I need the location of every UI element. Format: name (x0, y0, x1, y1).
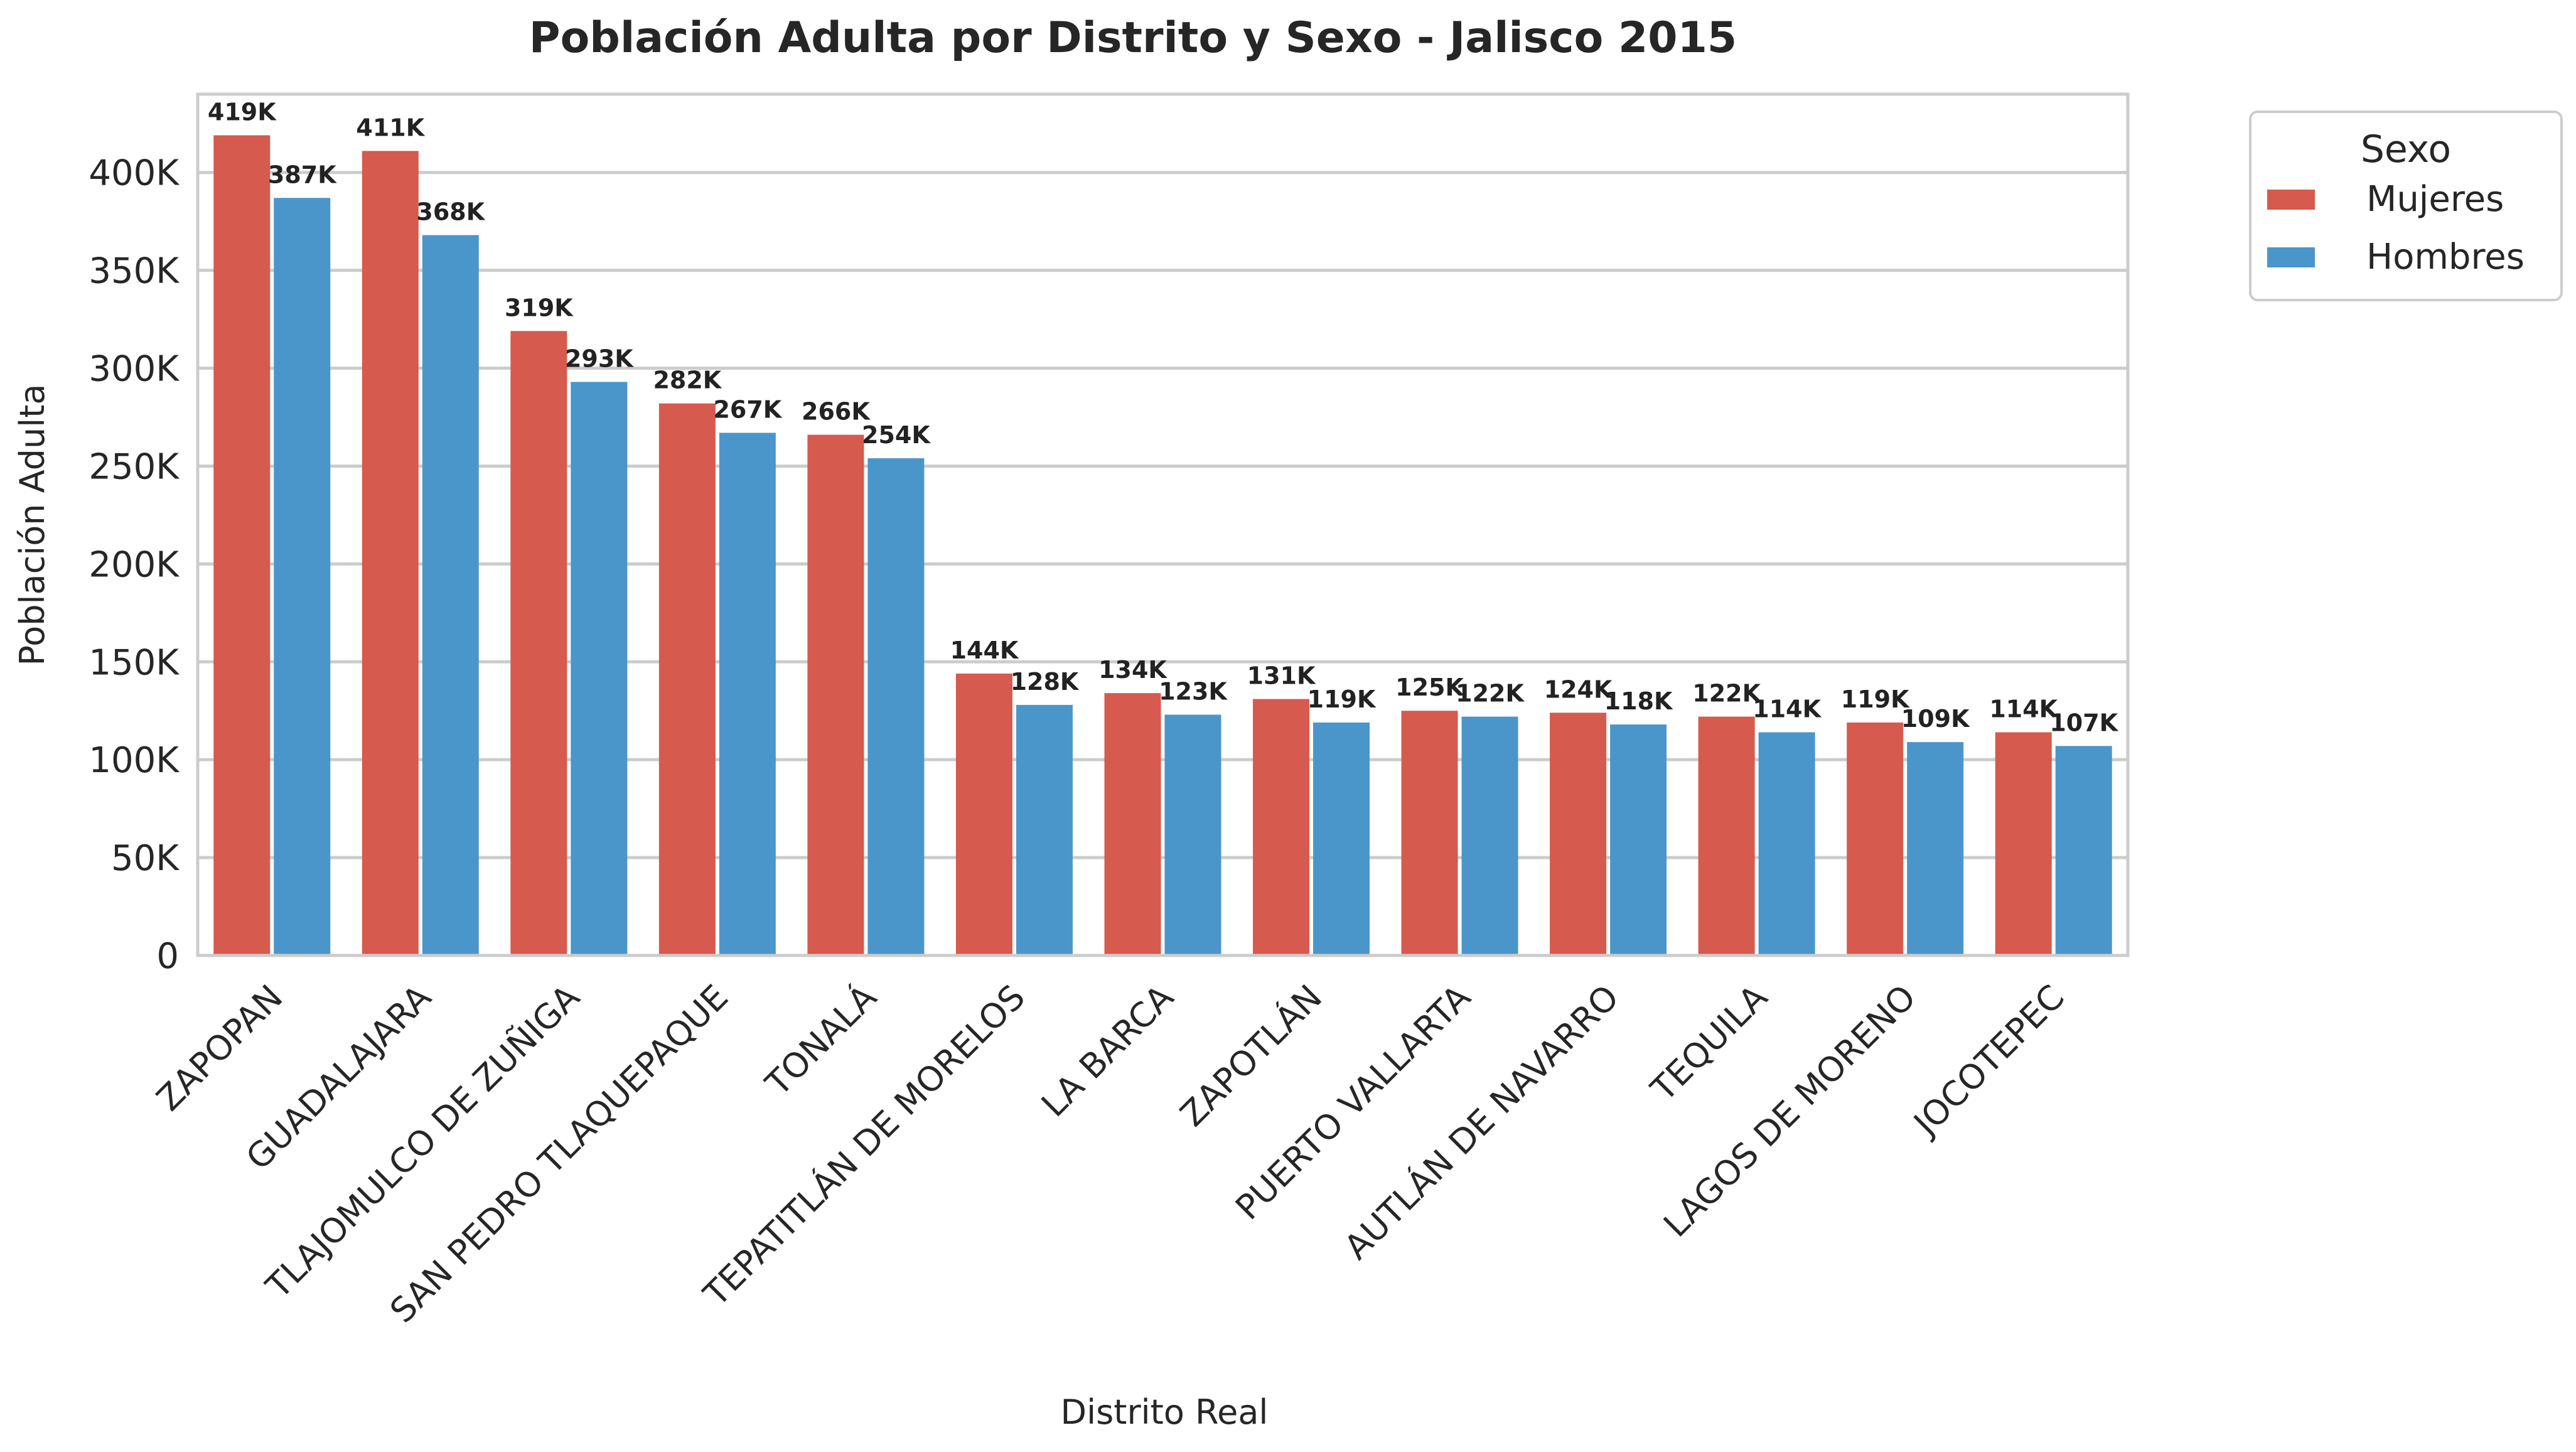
x-tick-label: JOCOTEPEC (1905, 977, 2072, 1144)
legend-items: Mujeres Hombres (2267, 179, 2525, 277)
x-tick-label: LA BARCA (1034, 977, 1181, 1125)
bar-mujeres (1104, 693, 1161, 955)
bar-mujeres (1550, 713, 1607, 955)
bar-mujeres (1698, 716, 1755, 955)
bar-hombres (1907, 742, 1964, 955)
y-tick-label: 100K (89, 740, 180, 781)
data-label-hombres: 254K (862, 421, 931, 449)
legend-swatch-mujeres (2267, 190, 2315, 210)
x-tick-label: AUTLÁN DE NAVARRO (1337, 977, 1627, 1267)
x-axis-label: Distrito Real (1061, 1392, 1269, 1432)
y-tick-label: 250K (89, 446, 180, 487)
bar-hombres (1461, 716, 1518, 955)
grid-lines (198, 171, 2128, 859)
bar-mujeres (658, 403, 716, 955)
bar-hombres (571, 382, 628, 955)
data-label-hombres: 122K (1456, 680, 1525, 707)
data-label-mujeres: 411K (356, 114, 425, 141)
data-label-mujeres: 282K (653, 367, 722, 394)
chart-title: Población Adulta por Distrito y Sexo - J… (529, 13, 1737, 63)
bar-hombres (1016, 704, 1073, 955)
bar-mujeres (510, 331, 567, 955)
x-tick-label: TEQUILA (1643, 977, 1775, 1109)
data-label-hombres: 118K (1604, 687, 1673, 715)
data-label-mujeres: 134K (1098, 656, 1167, 684)
bar-hombres (1610, 724, 1667, 955)
x-tick-label: TLAJOMULCO DE ZUÑIGA (258, 977, 588, 1307)
bar-hombres (1313, 722, 1370, 955)
bar-hombres (2055, 746, 2112, 955)
y-tick-label: 50K (111, 838, 180, 879)
data-label-hombres: 123K (1159, 677, 1228, 705)
data-label-mujeres: 266K (802, 398, 871, 426)
y-tick-label: 200K (89, 544, 180, 585)
data-label-mujeres: 419K (208, 98, 277, 126)
bar-hombres (274, 198, 331, 955)
x-tick-label: ZAPOTLÁN (1173, 977, 1329, 1134)
y-tick-label: 0 (156, 936, 179, 977)
bar-hombres (867, 458, 925, 955)
data-label-hombres: 293K (565, 345, 634, 372)
data-label-mujeres: 122K (1692, 680, 1761, 707)
data-label-mujeres: 119K (1841, 686, 1910, 713)
data-label-hombres: 109K (1901, 705, 1970, 733)
data-label-mujeres: 114K (1989, 696, 2058, 723)
bar-mujeres (1847, 722, 1904, 955)
data-label-mujeres: 125K (1395, 674, 1464, 701)
y-tick-label: 400K (89, 153, 180, 194)
data-label-mujeres: 319K (505, 294, 574, 321)
bar-hombres (1758, 732, 1815, 955)
x-tick-label: TONALÁ (758, 977, 884, 1104)
data-label-mujeres: 131K (1247, 662, 1316, 690)
bar-hombres (422, 235, 479, 956)
bar-mujeres (213, 135, 271, 955)
data-label-hombres: 267K (713, 395, 782, 423)
data-label-hombres: 119K (1307, 686, 1377, 713)
legend: Sexo Mujeres Hombres (2249, 110, 2563, 301)
bar-mujeres (1401, 711, 1458, 955)
y-tick-label: 350K (89, 251, 180, 292)
legend-label-hombres: Hombres (2366, 237, 2525, 277)
x-tick-label: TEPATITLÁN DE MORELOS (695, 977, 1033, 1315)
bar-mujeres (807, 434, 864, 955)
bar-hombres (719, 433, 776, 955)
data-label-hombres: 107K (2049, 709, 2118, 736)
legend-title: Sexo (2361, 127, 2451, 171)
bar-mujeres (362, 151, 419, 956)
bar-mujeres (1253, 699, 1310, 955)
data-label-mujeres: 124K (1544, 675, 1613, 703)
x-tick-label: LAGOS DE MORENO (1656, 977, 1923, 1245)
bar-mujeres (955, 673, 1012, 955)
y-tick-label: 300K (89, 349, 180, 390)
bar-mujeres (1995, 732, 2052, 955)
data-label-hombres: 128K (1011, 668, 1080, 696)
bars (213, 135, 2112, 956)
x-tick-label: ZAPOPAN (149, 977, 290, 1119)
plot-frame (196, 92, 2130, 957)
y-tick-label: 150K (89, 642, 180, 683)
legend-label-mujeres: Mujeres (2366, 179, 2504, 220)
data-label-hombres: 114K (1752, 696, 1822, 723)
legend-swatch-hombres (2267, 247, 2315, 267)
data-label-mujeres: 144K (950, 637, 1019, 664)
y-axis-label: Población Adulta (13, 384, 52, 666)
bar-hombres (1164, 714, 1221, 955)
legend-box (2249, 110, 2563, 301)
data-label-hombres: 368K (416, 198, 485, 226)
data-label-hombres: 387K (268, 161, 337, 188)
y-axis-ticks: 0 50K 100K 150K 200K 250K 300K 350K 400K (89, 153, 180, 977)
